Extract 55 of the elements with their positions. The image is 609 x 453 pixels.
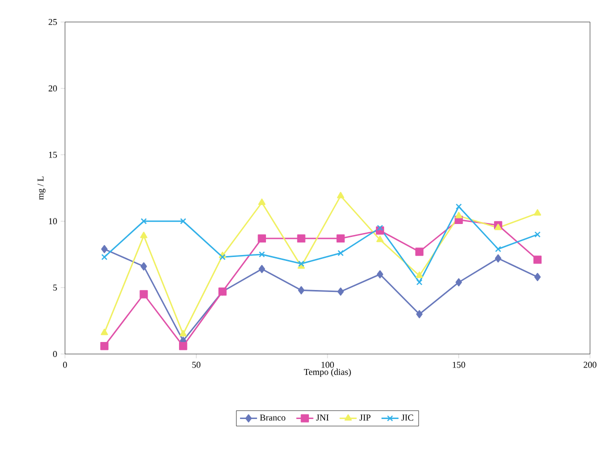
point xyxy=(140,232,148,238)
point xyxy=(297,234,306,243)
point xyxy=(416,310,423,318)
point xyxy=(533,256,542,264)
point xyxy=(258,198,266,205)
point xyxy=(494,224,502,230)
point xyxy=(495,246,502,252)
point xyxy=(456,204,462,210)
point xyxy=(140,290,148,298)
point xyxy=(455,212,462,218)
point xyxy=(416,272,423,278)
point xyxy=(338,250,344,256)
legend-label: JIP xyxy=(360,414,370,421)
y-tick-label: 5 xyxy=(53,284,57,291)
point xyxy=(337,192,344,198)
point xyxy=(376,236,384,242)
y-tick-label: 0 xyxy=(53,350,57,358)
point xyxy=(534,209,542,216)
y-tick-label: 20 xyxy=(48,85,57,92)
point xyxy=(416,279,422,286)
x-tick-label: 150 xyxy=(452,362,466,368)
point xyxy=(494,254,502,262)
point xyxy=(101,245,108,254)
point xyxy=(140,262,147,270)
x-axis-title: Tempo (dias) xyxy=(304,368,351,377)
point xyxy=(456,278,462,286)
point xyxy=(180,330,187,336)
point xyxy=(415,248,424,256)
point xyxy=(180,218,186,224)
legend-label: Branco xyxy=(260,414,286,421)
point xyxy=(101,254,108,260)
legend-label: JIC xyxy=(401,414,414,421)
point xyxy=(534,272,541,282)
point xyxy=(258,251,265,258)
x-tick-label: 100 xyxy=(322,362,334,368)
x-tick-label: 200 xyxy=(584,362,596,368)
y-tick-label: 15 xyxy=(49,152,57,158)
y-tick-label: 10 xyxy=(49,218,57,224)
point xyxy=(179,342,188,350)
point xyxy=(336,234,345,243)
point xyxy=(376,270,384,278)
point xyxy=(337,288,344,296)
x-tick-label: 50 xyxy=(192,362,200,368)
point xyxy=(140,218,147,224)
x-tick-label: 0 xyxy=(63,362,67,368)
point xyxy=(298,286,304,294)
point xyxy=(100,342,108,350)
point xyxy=(258,234,266,243)
y-tick-label: 25 xyxy=(48,18,57,26)
legend-label: JNI xyxy=(316,414,329,421)
y-axis-title: mg / L xyxy=(38,176,46,200)
point xyxy=(258,264,266,274)
point xyxy=(534,231,541,238)
point xyxy=(100,328,108,336)
point xyxy=(376,224,384,231)
